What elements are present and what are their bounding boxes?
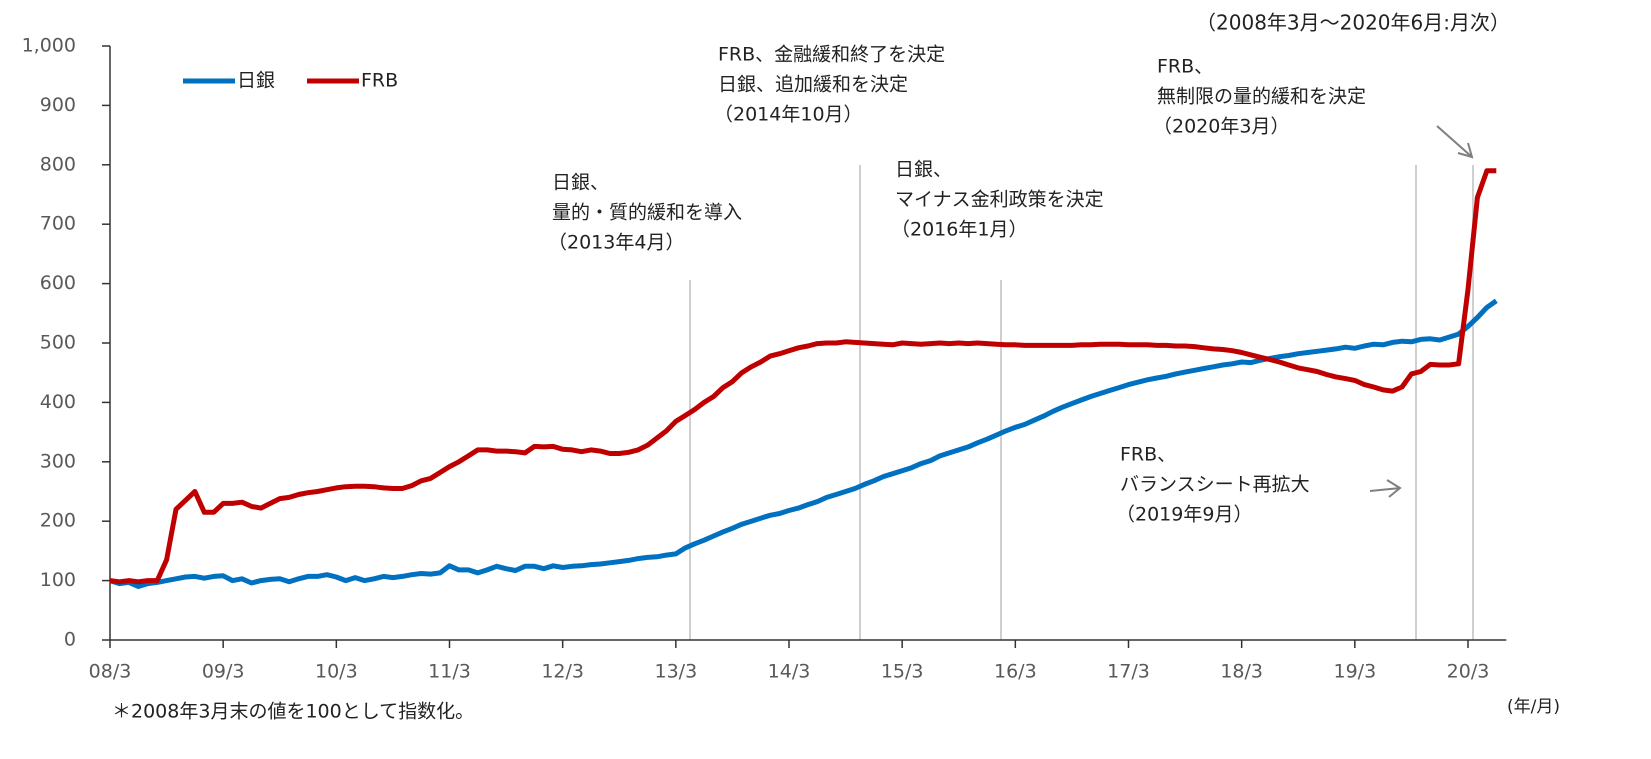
x-tick-label: 14/3 bbox=[768, 661, 811, 683]
x-axis-label: (年/月) bbox=[1507, 697, 1560, 717]
x-tick-label: 16/3 bbox=[994, 661, 1037, 683]
annotation: マイナス金利政策を決定 bbox=[895, 189, 1104, 211]
annotation: （2016年1月） bbox=[891, 219, 1027, 241]
y-tick-label: 700 bbox=[40, 213, 76, 235]
y-tick-label: 200 bbox=[40, 510, 76, 532]
arrow bbox=[1369, 479, 1402, 498]
x-tick-label: 13/3 bbox=[654, 661, 697, 683]
annotation: （2020年3月） bbox=[1153, 116, 1289, 138]
annotation: FRB、 bbox=[1157, 56, 1213, 78]
x-tick-label: 18/3 bbox=[1220, 661, 1263, 683]
annotation: 日銀、 bbox=[552, 172, 609, 194]
x-tick-label: 08/3 bbox=[89, 661, 132, 683]
x-tick-label: 15/3 bbox=[881, 661, 924, 683]
series-line bbox=[109, 168, 1497, 585]
arrows bbox=[1369, 125, 1474, 498]
annotation: 量的・質的緩和を導入 bbox=[552, 202, 742, 224]
annotation: FRB、金融緩和終了を決定 bbox=[718, 44, 945, 66]
annotation: 日銀、追加緩和を決定 bbox=[718, 74, 908, 96]
note: ＊2008年3月末の値を100として指数化。 bbox=[112, 701, 474, 723]
annotation: FRB、 bbox=[1120, 444, 1176, 466]
x-tick-label: 10/3 bbox=[315, 661, 358, 683]
series-line bbox=[109, 298, 1498, 589]
x-tick-label: 12/3 bbox=[541, 661, 584, 683]
y-tick-label: 1,000 bbox=[22, 35, 76, 57]
x-tick-label: 11/3 bbox=[428, 661, 471, 683]
annotation: 日銀、 bbox=[895, 159, 952, 181]
x-tick-label: 19/3 bbox=[1333, 661, 1376, 683]
annotation: （2014年10月） bbox=[714, 104, 863, 126]
legend-label: FRB bbox=[361, 70, 398, 92]
y-tick-label: 900 bbox=[40, 94, 76, 116]
annotation: （2019年9月） bbox=[1116, 504, 1252, 526]
chart-title: （2008年3月～2020年6月:月次） bbox=[1196, 11, 1510, 35]
x-tick-label: 20/3 bbox=[1447, 661, 1490, 683]
y-tick-label: 500 bbox=[40, 332, 76, 354]
annotation: （2013年4月） bbox=[548, 232, 684, 254]
y-tick-label: 0 bbox=[64, 629, 76, 651]
x-tick-label: 17/3 bbox=[1107, 661, 1150, 683]
annotation: 無制限の量的緩和を決定 bbox=[1157, 86, 1366, 108]
annotation: バランスシート再拡大 bbox=[1120, 474, 1310, 496]
y-tick-label: 600 bbox=[40, 272, 76, 294]
y-tick-label: 100 bbox=[40, 569, 76, 591]
arrow bbox=[1436, 125, 1474, 159]
y-tick-label: 800 bbox=[40, 153, 76, 175]
legend-label: 日銀 bbox=[237, 70, 275, 92]
x-tick-label: 09/3 bbox=[202, 661, 245, 683]
y-tick-label: 300 bbox=[40, 450, 76, 472]
y-tick-label: 400 bbox=[40, 391, 76, 413]
